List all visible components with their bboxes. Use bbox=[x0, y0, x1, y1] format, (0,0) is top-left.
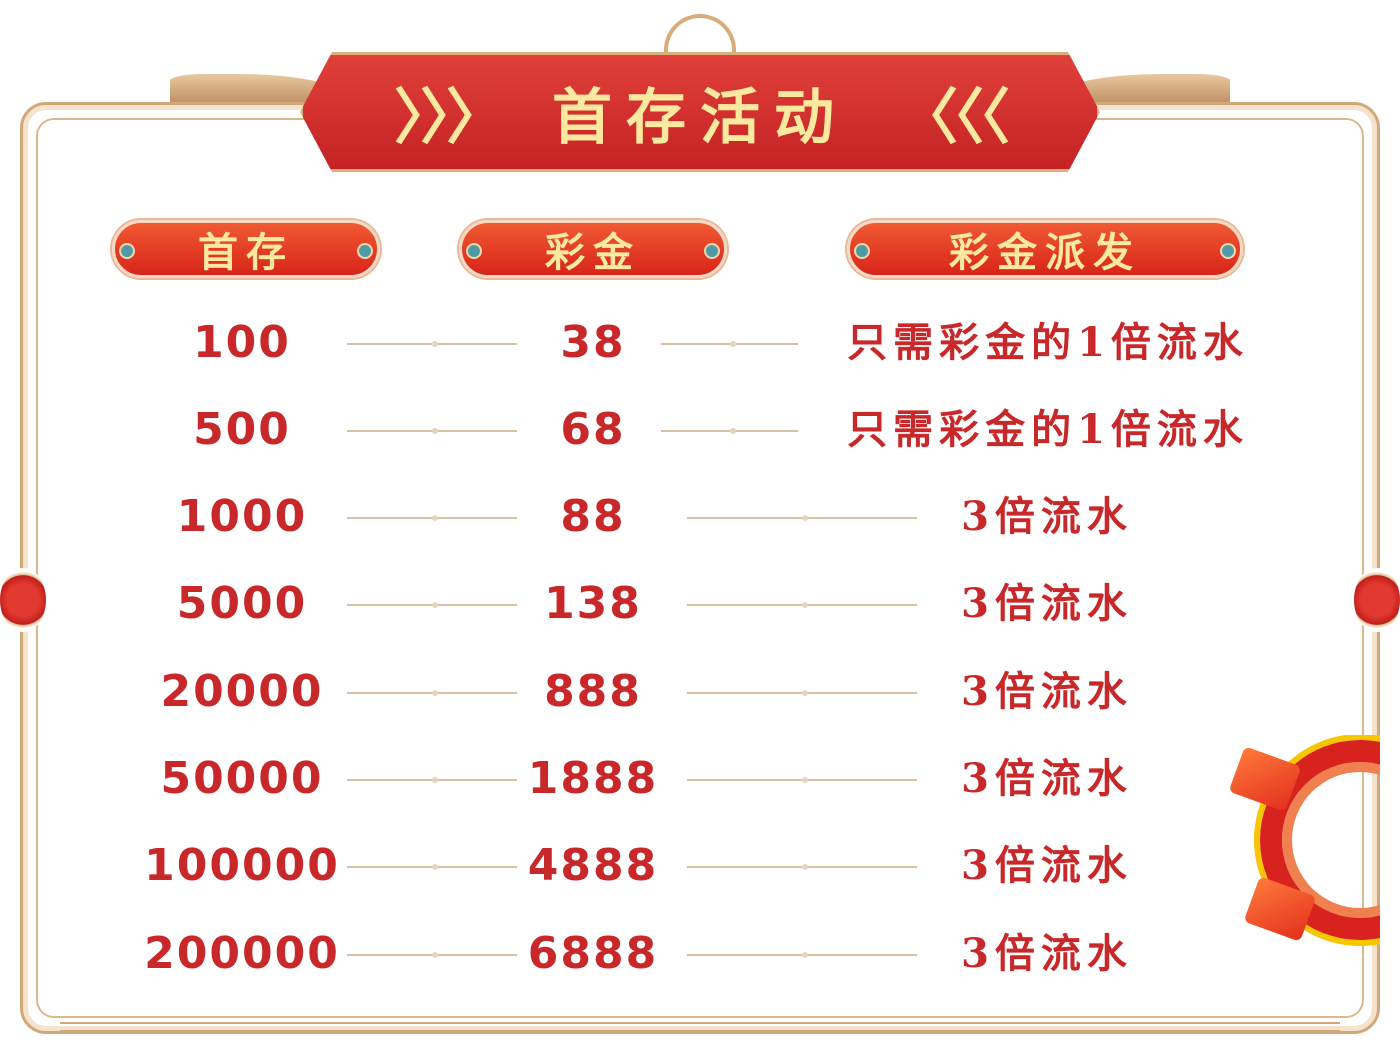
frame-bottom-trim bbox=[60, 1022, 1340, 1032]
payout-condition: 3倍流水 bbox=[961, 493, 1133, 540]
red-envelope-decoration bbox=[1205, 735, 1380, 950]
bonus-amount: 888 bbox=[544, 666, 642, 717]
deposit-amount: 50000 bbox=[160, 753, 324, 804]
bonus-amount: 1888 bbox=[527, 753, 659, 804]
table-row: 1000 88 3倍流水 bbox=[0, 487, 1400, 547]
divider-line bbox=[347, 864, 517, 870]
divider-line bbox=[347, 777, 517, 783]
divider-line bbox=[687, 690, 917, 696]
divider-line bbox=[687, 515, 917, 521]
payout-condition: 3倍流水 bbox=[961, 668, 1133, 715]
divider-line bbox=[347, 515, 517, 521]
table-row: 20000 888 3倍流水 bbox=[0, 662, 1400, 722]
chevrons-left-icon: 〈〈〈 bbox=[898, 82, 1010, 153]
divider-line bbox=[347, 428, 517, 434]
deposit-amount: 5000 bbox=[176, 578, 308, 629]
divider-line bbox=[687, 777, 917, 783]
page-title: 首存活动 bbox=[552, 82, 848, 153]
divider-line bbox=[687, 952, 917, 958]
payout-condition: 3倍流水 bbox=[961, 580, 1133, 627]
bonus-amount: 38 bbox=[560, 317, 626, 368]
divider-line bbox=[687, 864, 917, 870]
table-row: 200000 6888 3倍流水 bbox=[0, 924, 1400, 984]
divider-line bbox=[347, 602, 517, 608]
deposit-amount: 1000 bbox=[176, 491, 308, 542]
bonus-amount: 4888 bbox=[527, 840, 659, 891]
chevrons-right-icon: 〉〉〉 bbox=[394, 82, 506, 153]
divider-line bbox=[347, 341, 517, 347]
divider-line bbox=[661, 428, 798, 434]
deposit-amount: 20000 bbox=[160, 666, 324, 717]
payout-condition: 只需彩金的1倍流水 bbox=[847, 406, 1249, 453]
deposit-amount: 100000 bbox=[144, 840, 340, 891]
header-payout: 彩金派发 bbox=[847, 220, 1243, 278]
bonus-amount: 6888 bbox=[527, 928, 659, 979]
divider-line bbox=[347, 952, 517, 958]
payout-condition: 只需彩金的1倍流水 bbox=[847, 319, 1249, 366]
deposit-amount: 500 bbox=[193, 404, 291, 455]
divider-line bbox=[687, 602, 917, 608]
side-ornament-left bbox=[0, 568, 46, 632]
bonus-amount: 68 bbox=[560, 404, 626, 455]
bonus-amount: 88 bbox=[560, 491, 626, 542]
table-row: 500 68 只需彩金的1倍流水 bbox=[0, 400, 1400, 460]
side-ornament-right bbox=[1354, 568, 1400, 632]
table-row: 100000 4888 3倍流水 bbox=[0, 836, 1400, 896]
divider-line bbox=[661, 341, 798, 347]
title-banner: 〉〉〉 首存活动 〈〈〈 bbox=[300, 52, 1100, 172]
payout-condition: 3倍流水 bbox=[961, 842, 1133, 889]
deposit-amount: 100 bbox=[193, 317, 291, 368]
deposit-amount: 200000 bbox=[144, 928, 340, 979]
table-row: 5000 138 3倍流水 bbox=[0, 574, 1400, 634]
table-row: 50000 1888 3倍流水 bbox=[0, 749, 1400, 809]
header-bonus: 彩金 bbox=[459, 220, 727, 278]
payout-condition: 3倍流水 bbox=[961, 930, 1133, 977]
table-row: 100 38 只需彩金的1倍流水 bbox=[0, 313, 1400, 373]
divider-line bbox=[347, 690, 517, 696]
hanger-hook bbox=[664, 14, 736, 58]
payout-condition: 3倍流水 bbox=[961, 755, 1133, 802]
bonus-amount: 138 bbox=[544, 578, 642, 629]
header-deposit: 首存 bbox=[112, 220, 380, 278]
